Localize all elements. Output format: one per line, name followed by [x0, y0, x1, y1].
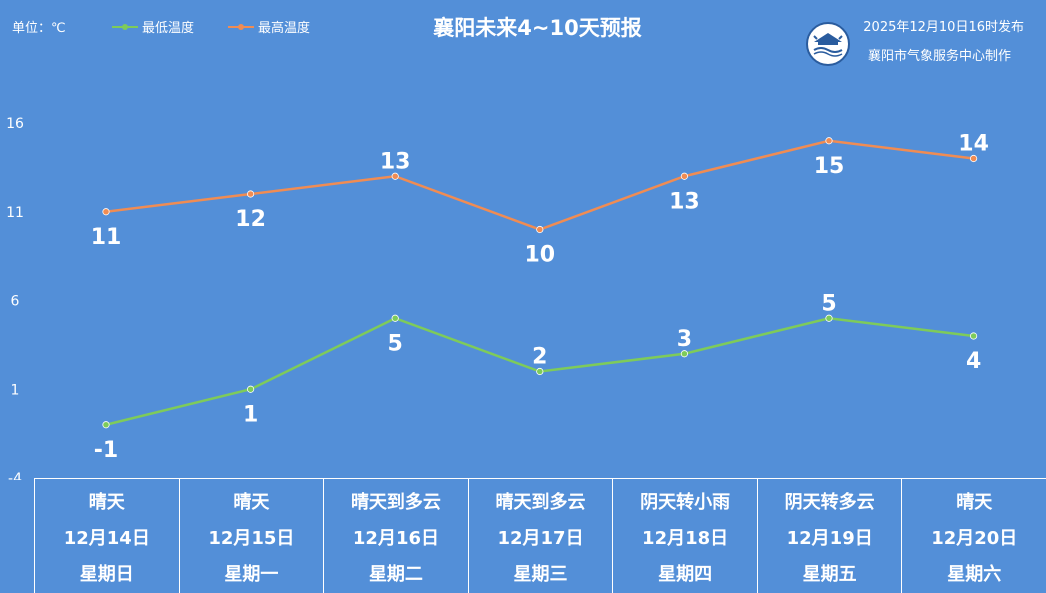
min-temp-point — [536, 367, 544, 376]
forecast-day-2: 晴天 12月15日 星期一 — [178, 479, 324, 593]
max-temp-point — [391, 172, 399, 180]
min-temp-label: 2 — [532, 345, 547, 370]
min-temp-point — [247, 385, 255, 393]
weather-text: 晴天 — [233, 492, 270, 513]
legend-item-min: 最低温度 — [112, 17, 194, 36]
legend-label-min: 最低温度 — [142, 21, 195, 36]
max-temp-label: 13 — [669, 189, 700, 214]
max-temp-point — [536, 225, 544, 234]
max-temp-label: 13 — [380, 149, 411, 174]
date-text: 12月16日 — [352, 528, 439, 549]
date-text: 12月17日 — [497, 528, 584, 549]
min-temp-point — [680, 350, 689, 358]
max-temp-point — [680, 172, 689, 180]
weather-text: 晴天到多云 — [350, 492, 441, 513]
max-temp-label: 11 — [91, 225, 122, 250]
maker-label: 襄阳市气象服务中心制作 — [867, 49, 1011, 64]
weekday-text: 星期四 — [658, 564, 713, 585]
date-text: 12月14日 — [63, 528, 150, 549]
y-tick-label: 16 — [6, 116, 24, 132]
weekday-text: 星期五 — [802, 564, 857, 585]
min-temp-point — [969, 332, 978, 340]
weather-text: 晴天 — [956, 492, 993, 513]
date-text: 12月20日 — [931, 528, 1018, 549]
min-temp-label: 4 — [966, 349, 981, 374]
meteorology-logo — [806, 22, 850, 66]
legend-swatch-max — [228, 22, 254, 32]
weather-text: 晴天 — [88, 492, 125, 513]
min-temp-label: -1 — [94, 438, 118, 463]
min-temp-point — [391, 314, 399, 322]
forecast-day-3: 晴天到多云 12月16日 星期二 — [323, 479, 468, 593]
weekday-text: 星期六 — [947, 564, 1002, 585]
max-temp-label: 10 — [524, 243, 555, 268]
y-tick-label: 1 — [11, 382, 20, 398]
legend-label-max: 最高温度 — [258, 21, 311, 36]
weekday-text: 星期日 — [79, 564, 134, 585]
issue-time: 2025年12月10日16时发布 — [863, 20, 1024, 35]
unit-label: 单位：℃ — [12, 21, 66, 36]
weekday-text: 星期三 — [513, 564, 568, 585]
y-tick-label: -4 — [8, 471, 22, 480]
forecast-day-6: 阴天转多云 12月19日 星期五 — [756, 479, 902, 593]
max-temp-point — [825, 137, 833, 145]
min-temp-point — [825, 314, 833, 322]
chart-title: 襄阳未来4~10天预报 — [433, 16, 642, 40]
min-temp-label: 1 — [243, 402, 258, 427]
weather-text: 阴天转小雨 — [640, 492, 731, 513]
max-temp-point — [969, 154, 978, 163]
date-text: 12月18日 — [642, 528, 729, 549]
forecast-day-4: 晴天到多云 12月17日 星期三 — [467, 479, 613, 593]
forecast-day-1: 晴天 12月14日 星期日 — [34, 479, 179, 593]
y-tick-label: 11 — [6, 205, 24, 221]
forecast-day-5: 阴天转小雨 12月18日 星期四 — [612, 479, 757, 593]
forecast-day-7: 晴天 12月20日 星期六 — [901, 479, 1046, 593]
min-temp-label: 5 — [388, 331, 403, 356]
date-text: 12月15日 — [208, 528, 295, 549]
max-temp-point — [247, 190, 255, 198]
max-temp-label: 14 — [958, 132, 989, 157]
forecast-table: 晴天 12月14日 星期日 晴天 12月15日 星期一 晴天到多云 12月16日… — [34, 478, 1046, 593]
min-temp-point — [102, 421, 110, 429]
legend-item-max: 最高温度 — [228, 17, 310, 36]
min-temp-label: 3 — [677, 327, 692, 352]
max-temp-point — [102, 208, 110, 216]
weather-text: 晴天到多云 — [495, 492, 586, 513]
min-temp-label: 5 — [821, 291, 836, 316]
weekday-text: 星期二 — [368, 564, 423, 585]
legend-swatch-min — [112, 22, 138, 32]
weekday-text: 星期一 — [224, 564, 279, 585]
max-temp-label: 15 — [814, 154, 845, 179]
weather-text: 阴天转多云 — [784, 492, 875, 513]
max-temp-label: 12 — [235, 207, 266, 232]
y-tick-label: 6 — [11, 294, 20, 310]
date-text: 12月19日 — [786, 528, 873, 549]
